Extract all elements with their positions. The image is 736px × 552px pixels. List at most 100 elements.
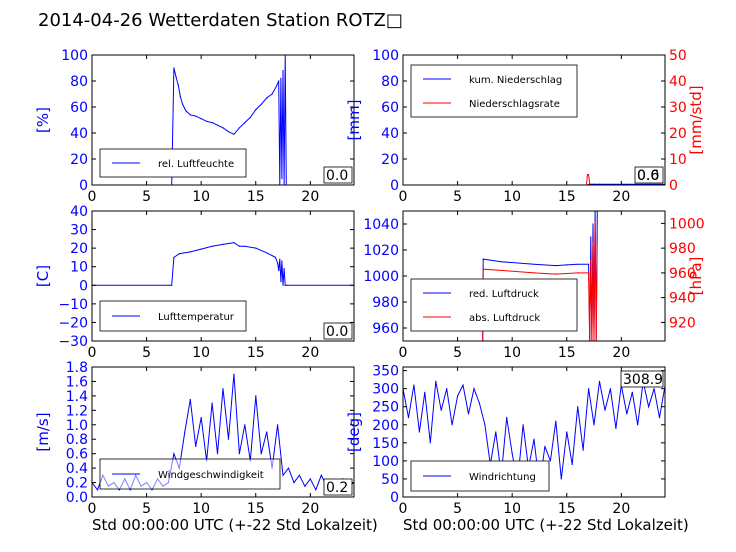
x-tick-label: 10 — [192, 189, 210, 205]
data-point-humidity-0-10 — [200, 118, 202, 120]
y-tick-label: 0 — [390, 490, 399, 506]
data-point-humidity-0-24 — [275, 85, 278, 87]
data-point-windspeed-0-39 — [304, 485, 306, 487]
data-point-windspeed-0-38 — [298, 474, 300, 476]
series-line-temperature-0 — [92, 242, 354, 286]
y-tick-label: 1040 — [363, 217, 399, 233]
y2-tick-label: 30 — [669, 100, 687, 116]
data-point-winddir-0-2 — [413, 384, 415, 386]
y-tick-label: 150 — [372, 436, 399, 452]
data-point-humidity-0-27 — [280, 77, 282, 79]
data-point-pressure-0-11 — [592, 223, 594, 225]
data-point-winddir-0-9 — [451, 424, 453, 426]
data-point-precip-0-3 — [593, 183, 595, 185]
y-tick-label: 350 — [372, 364, 399, 380]
plot-frame-temperature — [91, 210, 355, 342]
data-point-windspeed-0-31 — [260, 453, 262, 455]
data-point-winddir-0-1 — [407, 417, 410, 419]
last-value-box — [323, 166, 353, 184]
data-point-pressure-1-1 — [482, 268, 484, 270]
last-value-readout: 308.9 — [623, 372, 663, 388]
y-tick-label: 100 — [372, 48, 399, 64]
legend-winddir: Windrichtung — [410, 460, 550, 492]
data-point-pressure-1-2 — [500, 269, 502, 271]
y-tick-label: 0 — [390, 178, 399, 194]
plot-frame-windspeed — [91, 366, 355, 498]
data-point-windspeed-0-28 — [244, 424, 246, 426]
y-tick-label: 60 — [381, 100, 399, 116]
y2-axis-label: [mm/std] — [687, 85, 705, 154]
data-point-windspeed-0-19 — [195, 445, 197, 447]
x-axis-label-left: Std 00:00:00 UTC (+-22 Std Lokalzeit) — [92, 516, 378, 534]
data-point-humidity-0-12 — [211, 122, 213, 124]
x-tick-label: 10 — [503, 189, 521, 205]
data-point-pressure-0-9 — [590, 236, 592, 238]
y2-tick-label: 10 — [669, 152, 687, 168]
data-point-humidity-0-16 — [233, 133, 235, 135]
data-point-winddir-0-20 — [511, 453, 513, 455]
data-point-pressure-0-4 — [555, 265, 557, 267]
data-point-winddir-0-28 — [555, 420, 557, 422]
data-point-humidity-0-7 — [185, 110, 187, 112]
data-point-temperature-0-10 — [238, 245, 240, 247]
data-point-winddir-0-26 — [544, 445, 546, 447]
y-tick-label: 40 — [381, 126, 399, 142]
data-point-windspeed-0-15 — [173, 453, 175, 455]
data-point-windspeed-0-11 — [151, 489, 153, 491]
data-point-windspeed-0-36 — [287, 467, 290, 469]
data-point-humidity-0-15 — [227, 131, 230, 133]
data-point-winddir-0-32 — [577, 406, 579, 408]
data-point-pressure-0-7 — [588, 263, 590, 265]
data-point-temperature-0-21 — [282, 284, 284, 286]
legend-box — [410, 64, 578, 118]
data-point-temperature-0-6 — [211, 245, 213, 247]
data-point-precip-1-4 — [589, 183, 591, 185]
data-point-winddir-0-45 — [648, 406, 650, 408]
data-point-winddir-0-14 — [478, 402, 480, 404]
y-tick-label: 0 — [79, 278, 88, 294]
data-point-winddir-0-13 — [473, 388, 475, 390]
x-tick-label: 5 — [453, 345, 462, 361]
data-point-temperature-0-18 — [279, 258, 281, 260]
data-point-humidity-0-20 — [255, 109, 257, 111]
data-point-pressure-1-3 — [533, 272, 535, 274]
data-point-humidity-0-22 — [266, 97, 268, 99]
y-tick-label: 1000 — [363, 269, 399, 285]
data-point-winddir-0-41 — [626, 413, 628, 415]
y-tick-label: 1.0 — [66, 418, 88, 434]
data-point-winddir-0-36 — [598, 380, 601, 382]
data-point-precip-0-4 — [598, 183, 601, 185]
x-tick-label: 10 — [192, 345, 210, 361]
x-tick-label: 0 — [88, 501, 97, 517]
y-tick-label: 20 — [381, 152, 399, 168]
y-tick-label: 80 — [381, 74, 399, 90]
panel-pressure: 0 5 10 15 20 960 980 1000 1020 1040 920 940 960 980 10… — [363, 210, 705, 361]
y2-tick-label: 50 — [669, 48, 687, 64]
last-value-readout: 0.0 — [326, 324, 348, 340]
y-tick-label: 250 — [372, 400, 399, 416]
data-point-winddir-0-33 — [582, 449, 584, 451]
y-axis-label: [%] — [34, 107, 52, 133]
legend-humidity: rel. Luftfeuchte — [99, 148, 247, 178]
y2-tick-label: 980 — [669, 241, 696, 257]
y-tick-label: 960 — [372, 321, 399, 337]
x-tick-label: 15 — [558, 345, 576, 361]
data-point-windspeed-0-18 — [189, 398, 191, 401]
panel-temperature: 0 5 10 15 20 −30 −20 −10 0 10 20 30 40 [C] Lufttempera… — [34, 204, 355, 361]
legend-label: kum. Niederschlag — [469, 75, 562, 86]
data-point-pressure-1-10 — [592, 241, 594, 243]
data-point-winddir-0-6 — [435, 380, 437, 382]
data-point-humidity-0-13 — [216, 124, 219, 126]
y-tick-label: 0.6 — [66, 447, 88, 463]
data-point-winddir-0-7 — [440, 409, 442, 411]
y-tick-label: 200 — [372, 418, 399, 434]
data-point-humidity-0-9 — [195, 115, 197, 117]
y-tick-label: −30 — [58, 334, 88, 350]
data-point-humidity-0-6 — [182, 103, 184, 105]
y-tick-label: 1020 — [363, 243, 399, 259]
last-value-box — [323, 322, 353, 340]
x-tick-label: 5 — [142, 501, 151, 517]
y2-tick-label: 0 — [669, 178, 678, 194]
y-tick-label: 20 — [70, 241, 88, 257]
